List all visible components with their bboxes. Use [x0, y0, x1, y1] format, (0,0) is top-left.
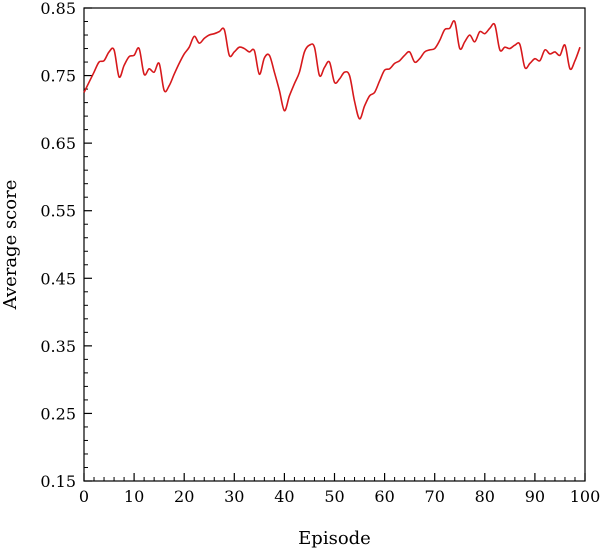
y-tick-label: 0.25	[40, 404, 76, 423]
x-tick-label: 50	[324, 487, 344, 506]
x-tick-label: 80	[475, 487, 495, 506]
y-tick-label: 0.55	[40, 202, 76, 221]
y-tick-label: 0.75	[40, 67, 76, 86]
y-tick-label: 0.15	[40, 472, 76, 491]
y-tick-label: 0.35	[40, 337, 76, 356]
x-axis-title: Episode	[298, 528, 371, 549]
y-axis: 0.15 0.25 0.35 0.45 0.55 0.65 0.75 0.85	[40, 0, 92, 491]
x-axis: 0 10 20 30 40 50 60 70 80 90 100	[79, 473, 600, 506]
x-tick-label: 30	[224, 487, 244, 506]
x-tick-label: 40	[274, 487, 294, 506]
series-line	[83, 19, 581, 120]
y-tick-label: 0.45	[40, 269, 76, 288]
x-tick-label: 60	[374, 487, 394, 506]
y-tick-label: 0.65	[40, 134, 76, 153]
plot-area-frame	[83, 7, 586, 482]
x-tick-label: 70	[425, 487, 445, 506]
x-tick-label: 0	[79, 487, 89, 506]
x-tick-label: 100	[570, 487, 600, 506]
x-tick-label: 20	[174, 487, 194, 506]
series-layer	[83, 19, 581, 120]
x-tick-label: 10	[124, 487, 144, 506]
y-tick-label: 0.85	[40, 0, 76, 18]
y-axis-title: Average score	[0, 180, 21, 311]
x-tick-label: 90	[525, 487, 545, 506]
